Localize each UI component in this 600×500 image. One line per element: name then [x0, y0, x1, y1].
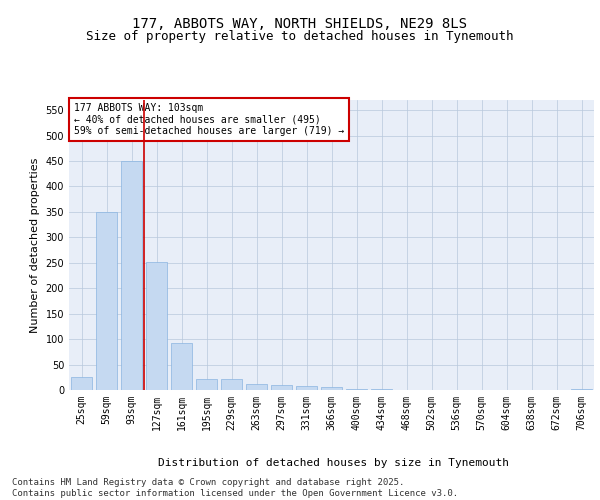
Text: Size of property relative to detached houses in Tynemouth: Size of property relative to detached ho…: [86, 30, 514, 43]
Bar: [221, 379, 242, 390]
Bar: [321, 388, 342, 390]
Text: Contains HM Land Registry data © Crown copyright and database right 2025.
Contai: Contains HM Land Registry data © Crown c…: [12, 478, 458, 498]
Bar: [246, 384, 267, 390]
Bar: [171, 343, 192, 390]
Bar: [296, 386, 317, 390]
Bar: [71, 378, 92, 390]
Bar: [271, 385, 292, 390]
Bar: [196, 379, 217, 390]
Text: 177 ABBOTS WAY: 103sqm
← 40% of detached houses are smaller (495)
59% of semi-de: 177 ABBOTS WAY: 103sqm ← 40% of detached…: [74, 103, 344, 136]
Bar: [146, 262, 167, 390]
Bar: [121, 161, 142, 390]
Text: Distribution of detached houses by size in Tynemouth: Distribution of detached houses by size …: [158, 458, 509, 468]
Bar: [346, 389, 367, 390]
Text: 177, ABBOTS WAY, NORTH SHIELDS, NE29 8LS: 177, ABBOTS WAY, NORTH SHIELDS, NE29 8LS: [133, 18, 467, 32]
Y-axis label: Number of detached properties: Number of detached properties: [30, 158, 40, 332]
Bar: [96, 212, 117, 390]
